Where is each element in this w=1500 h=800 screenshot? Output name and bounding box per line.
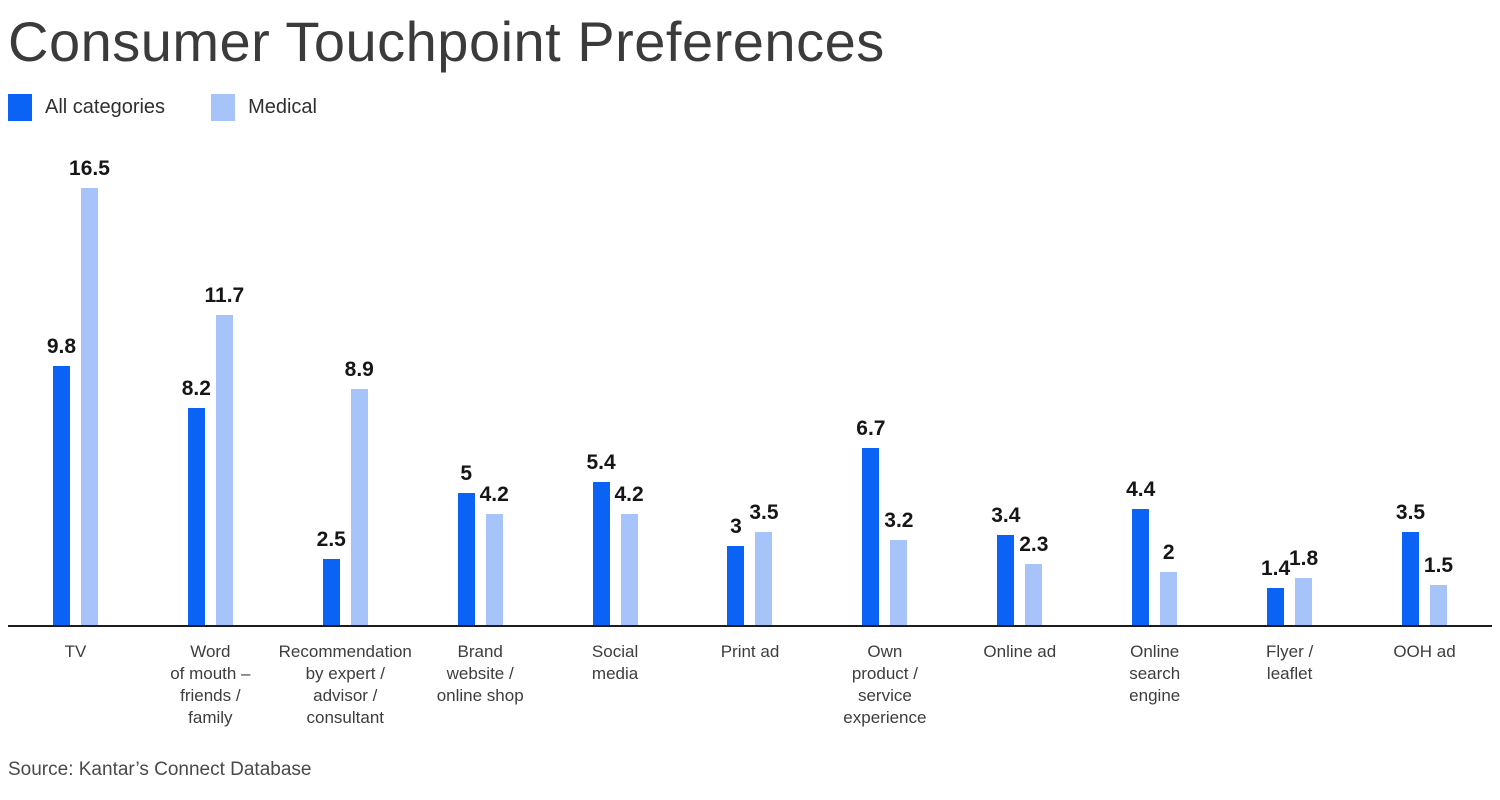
bar-group: 9.8 16.5 (8, 157, 143, 626)
bar-value-label: 3.4 (991, 504, 1021, 528)
bar-value-label: 6.7 (856, 416, 886, 440)
category-label: Flyer / leaflet (1265, 642, 1314, 684)
bar-value-label: 4.2 (479, 482, 509, 506)
category-label: TV (64, 642, 87, 662)
bar-value-label: 11.7 (204, 284, 245, 308)
category-label: Own product / service experience (843, 642, 927, 728)
bar-value-label: 5 (460, 461, 473, 485)
bar-medical: 1.8 (1289, 547, 1318, 626)
bar-value-label: 3.2 (884, 509, 914, 533)
bar-group: 5.4 4.2 (548, 185, 683, 626)
bar-group: 6.7 3.2 (817, 185, 952, 626)
category-label: Print ad (720, 642, 780, 662)
legend: All categories Medical (8, 93, 1500, 121)
bar-group: 3.4 2.3 (952, 185, 1087, 626)
category-label: Word of mouth – friends / family (170, 642, 251, 728)
category-label: Social media (591, 642, 639, 684)
bar-value-label: 1.5 (1423, 554, 1454, 578)
bar-group: 2.5 8.9 (278, 185, 413, 626)
bar-all-categories: 1.4 (1261, 557, 1290, 626)
bar-all-categories: 3.5 (1396, 501, 1425, 626)
bar-value-label: 16.5 (69, 156, 110, 180)
plot-area: 9.8 16.5 8.2 11.7 2.5 8.9 5 4.2 5.4 4.2 3 3.5 6.7 3.2… (8, 157, 1492, 628)
category-label: Online ad (983, 642, 1057, 662)
bar-group: 3 3.5 (683, 185, 818, 626)
bar-medical: 11.7 (205, 284, 244, 626)
bar-value-label: 2.5 (316, 527, 346, 551)
legend-label-all-categories: All categories (45, 95, 166, 118)
category-label: Brand website / online shop (436, 642, 524, 706)
bar-value-label: 2.3 (1019, 533, 1049, 557)
bar-value-label: 1.8 (1289, 546, 1319, 570)
bar-value-label: 4.4 (1126, 477, 1156, 501)
bar-value-label: 2 (1162, 541, 1175, 565)
bar-group: 8.2 11.7 (143, 185, 278, 626)
bar-medical: 3.2 (884, 509, 913, 626)
bar-value-label: 8.9 (344, 358, 374, 382)
legend-item-all-categories: All categories (8, 93, 166, 121)
bar-medical: 2.3 (1019, 533, 1048, 626)
bar-group: 5 4.2 (413, 185, 548, 626)
bar-all-categories: 5 (457, 462, 475, 626)
bar-all-categories: 8.2 (182, 377, 211, 626)
bar-medical: 16.5 (69, 157, 110, 626)
bar-value-label: 9.8 (46, 334, 77, 358)
bar-value-label: 8.2 (181, 376, 211, 400)
bar-medical: 3.5 (749, 501, 779, 626)
legend-swatch-medical-icon (211, 93, 236, 121)
bar-medical: 2 (1160, 541, 1178, 626)
bar-value-label: 3.5 (749, 501, 779, 525)
category-label: Online search engine (1129, 642, 1181, 706)
category-label: OOH ad (1393, 642, 1456, 662)
bar-all-categories: 5.4 (586, 451, 616, 626)
bar-all-categories: 9.8 (47, 335, 76, 626)
bar-medical: 1.5 (1424, 554, 1453, 626)
category-label: Recommendation by expert / advisor / con… (278, 642, 412, 728)
bar-value-label: 4.2 (614, 482, 644, 506)
bar-medical: 4.2 (480, 483, 509, 626)
source-note: Source: Kantar’s Connect Database (8, 759, 312, 781)
bar-value-label: 1.4 (1261, 557, 1291, 581)
bar-medical: 4.2 (614, 483, 644, 626)
legend-label-medical: Medical (248, 95, 317, 118)
bar-medical: 8.9 (345, 358, 374, 626)
page-title: Consumer Touchpoint Preferences (8, 10, 885, 73)
bar-value-label: 5.4 (586, 451, 616, 475)
bar-group: 3.5 1.5 (1357, 185, 1492, 626)
bar-all-categories: 6.7 (856, 417, 885, 626)
bar-group: 1.4 1.8 (1222, 185, 1357, 626)
bar-value-label: 3.5 (1395, 501, 1426, 525)
bar-value-label: 3 (730, 514, 742, 538)
legend-swatch-all-categories-icon (8, 93, 32, 121)
bar-group: 4.4 2 (1087, 185, 1222, 626)
bar-all-categories: 2.5 (317, 528, 346, 626)
legend-item-medical: Medical (211, 93, 317, 121)
bar-all-categories: 3.4 (991, 504, 1020, 626)
x-axis-labels: TV Word of mouth – friends / family Recomm… (8, 627, 1492, 729)
bar-all-categories: 4.4 (1126, 478, 1155, 626)
bar-all-categories: 3 (727, 515, 745, 626)
